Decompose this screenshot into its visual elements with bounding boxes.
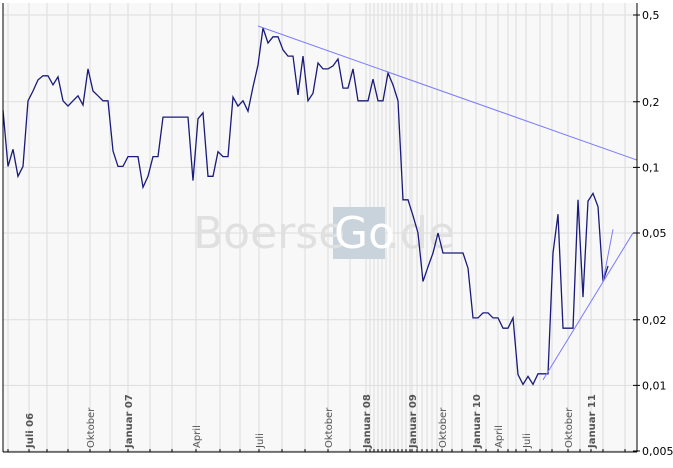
series-layer (2, 25, 638, 386)
y-tick-label: 0,5 (642, 9, 660, 22)
y-tick-label: 0,01 (642, 379, 667, 392)
x-tick-label: April (192, 425, 203, 448)
axes: 0,5 0,2 0,1 0,05 0,02 0,01 0,005 Juli 06 Oktober… (2, 3, 673, 458)
plot-background (3, 3, 637, 452)
watermark-go-box (333, 207, 385, 259)
x-tick-label: Juli (522, 433, 533, 449)
watermark-logo: Boerse Go .de (193, 207, 455, 259)
watermark-text-3: .de (386, 208, 455, 259)
y-tick-label: 0,2 (642, 96, 660, 109)
trendline-extension (602, 229, 614, 282)
x-tick-label: Oktober (438, 407, 449, 448)
x-tick-label: Januar 08 (362, 394, 373, 449)
x-tick-label: Oktober (324, 407, 335, 448)
trendline-resistance (257, 25, 638, 161)
watermark-text-1: Boerse (193, 208, 345, 259)
y-tick-label: 0,02 (642, 314, 667, 327)
price-line (2, 27, 609, 386)
x-tick-label: Juli 06 (25, 413, 36, 449)
y-tick-label: 0,05 (642, 227, 667, 240)
x-tick-label: Oktober (564, 407, 575, 448)
watermark-text-2: Go (334, 208, 395, 259)
grid (3, 3, 637, 452)
y-tick-label: 0,1 (642, 161, 660, 174)
x-tick-label: Januar 11 (587, 394, 598, 449)
trendline-support (542, 232, 634, 381)
x-tick-label: Januar 07 (124, 394, 135, 449)
x-tick-label: Januar 10 (472, 394, 483, 449)
x-tick-label: April (494, 425, 505, 448)
x-tick-label: Juli (255, 433, 266, 449)
y-tick-label: 0,005 (642, 445, 673, 458)
x-tick-label: Oktober (86, 407, 97, 448)
x-tick-label: Januar 09 (408, 394, 419, 449)
